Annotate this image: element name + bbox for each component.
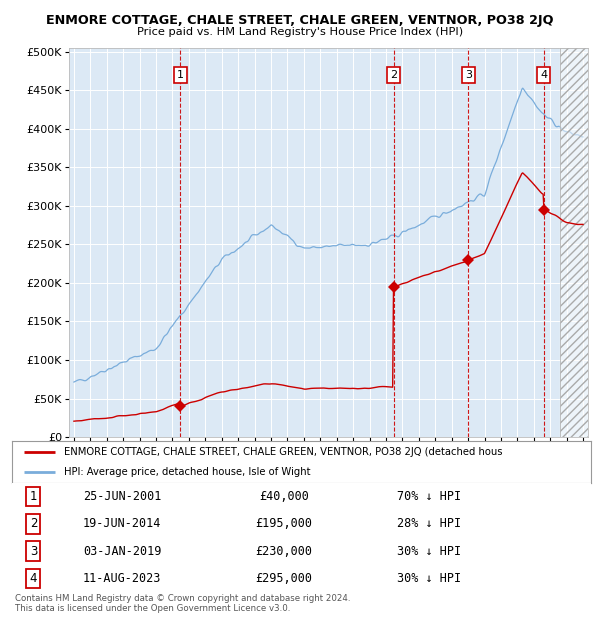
Text: 03-JAN-2019: 03-JAN-2019: [83, 545, 161, 557]
Text: 1: 1: [177, 69, 184, 80]
Text: 4: 4: [29, 572, 37, 585]
Text: £230,000: £230,000: [256, 545, 313, 557]
Text: 4: 4: [540, 69, 547, 80]
Text: 25-JUN-2001: 25-JUN-2001: [83, 490, 161, 503]
Text: £295,000: £295,000: [256, 572, 313, 585]
Text: Price paid vs. HM Land Registry's House Price Index (HPI): Price paid vs. HM Land Registry's House …: [137, 27, 463, 37]
Text: 11-AUG-2023: 11-AUG-2023: [83, 572, 161, 585]
Text: £195,000: £195,000: [256, 518, 313, 530]
Text: 2: 2: [29, 518, 37, 530]
Text: 1: 1: [29, 490, 37, 503]
Bar: [560, 48, 600, 437]
Text: ENMORE COTTAGE, CHALE STREET, CHALE GREEN, VENTNOR, PO38 2JQ (detached hous: ENMORE COTTAGE, CHALE STREET, CHALE GREE…: [64, 447, 503, 457]
Text: ENMORE COTTAGE, CHALE STREET, CHALE GREEN, VENTNOR, PO38 2JQ: ENMORE COTTAGE, CHALE STREET, CHALE GREE…: [46, 14, 554, 27]
Text: 30% ↓ HPI: 30% ↓ HPI: [397, 572, 461, 585]
Text: Contains HM Land Registry data © Crown copyright and database right 2024.
This d: Contains HM Land Registry data © Crown c…: [15, 594, 350, 613]
Text: 70% ↓ HPI: 70% ↓ HPI: [397, 490, 461, 503]
Text: 3: 3: [30, 545, 37, 557]
Text: 30% ↓ HPI: 30% ↓ HPI: [397, 545, 461, 557]
Text: 28% ↓ HPI: 28% ↓ HPI: [397, 518, 461, 530]
Text: 3: 3: [465, 69, 472, 80]
Bar: [560, 48, 600, 437]
Text: 2: 2: [390, 69, 397, 80]
Text: £40,000: £40,000: [259, 490, 309, 503]
Text: HPI: Average price, detached house, Isle of Wight: HPI: Average price, detached house, Isle…: [64, 467, 311, 477]
Text: 19-JUN-2014: 19-JUN-2014: [83, 518, 161, 530]
